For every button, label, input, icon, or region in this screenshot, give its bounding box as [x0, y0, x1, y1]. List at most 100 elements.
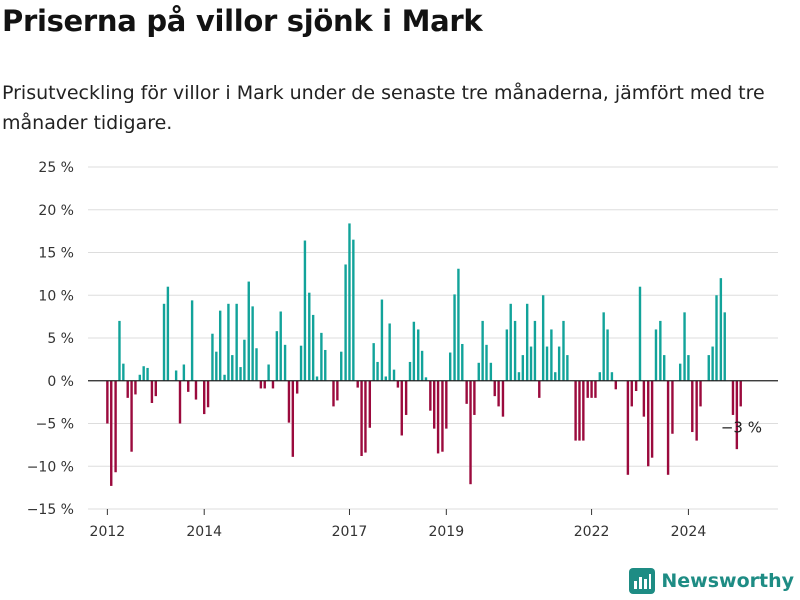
- bar: [392, 369, 396, 381]
- bar: [110, 380, 113, 486]
- x-tick-label: 2014: [186, 524, 222, 540]
- bar: [130, 380, 133, 452]
- bar: [348, 223, 351, 381]
- bar: [146, 367, 149, 381]
- bar: [557, 346, 561, 381]
- bar: [638, 286, 642, 381]
- bar: [283, 344, 287, 381]
- bar: [513, 320, 517, 381]
- bar: [388, 323, 391, 381]
- bar: [315, 376, 319, 381]
- x-tick-label: 2019: [428, 524, 464, 540]
- bar: [190, 300, 194, 381]
- bar: [453, 294, 456, 381]
- bar: [194, 380, 198, 400]
- bar: [666, 380, 670, 475]
- bar: [384, 376, 387, 381]
- bar: [134, 380, 137, 395]
- bar: [267, 364, 270, 381]
- bar: [707, 355, 710, 381]
- bar: [586, 380, 589, 398]
- bar: [626, 380, 630, 475]
- bar: [271, 380, 275, 389]
- bar: [138, 374, 142, 381]
- bar: [582, 380, 585, 441]
- bar: [699, 380, 702, 407]
- x-axis: 2012 2014 2017 2019 2022 2024: [90, 509, 706, 540]
- bar: [634, 380, 638, 392]
- bar: [412, 321, 416, 381]
- bar: [529, 346, 533, 381]
- bar: [303, 240, 307, 381]
- bar: [182, 364, 186, 381]
- bar: [574, 380, 577, 441]
- bar: [445, 380, 448, 429]
- bar: [255, 348, 258, 381]
- bar: [372, 343, 375, 381]
- bar: [203, 380, 206, 415]
- bar: [509, 303, 512, 381]
- bar: [663, 355, 666, 381]
- bar: [114, 380, 117, 473]
- bar: [106, 380, 109, 424]
- bar: [711, 346, 714, 381]
- bar: [239, 367, 242, 381]
- brand-logo: Newsworthy: [629, 568, 794, 594]
- bar: [550, 329, 553, 381]
- bar: [408, 361, 412, 381]
- bar: [376, 361, 379, 381]
- bar: [687, 355, 690, 381]
- bar: [211, 333, 214, 381]
- bar: [715, 295, 718, 381]
- y-tick-label: 20 %: [38, 203, 74, 219]
- bar: [275, 331, 279, 381]
- bar: [352, 239, 355, 381]
- bar: [247, 281, 250, 381]
- y-axis: 25 % 20 % 15 % 10 % 5 % 0 % −5 % −10 % −15 %: [27, 160, 74, 518]
- y-tick-label: −15 %: [27, 502, 74, 518]
- bar: [441, 380, 444, 452]
- bar: [650, 380, 654, 458]
- bar: [291, 380, 295, 457]
- bar: [166, 286, 170, 381]
- y-tick-label: −5 %: [36, 417, 74, 433]
- bar: [251, 306, 254, 381]
- y-tick-label: 25 %: [38, 160, 74, 176]
- brand-name: Newsworthy: [661, 570, 794, 592]
- bar: [501, 380, 505, 417]
- bar: [436, 380, 440, 454]
- bar: [154, 380, 157, 397]
- bar: [739, 380, 742, 407]
- bar: [187, 380, 190, 392]
- bar: [287, 380, 291, 423]
- bar: [545, 346, 549, 381]
- x-tick-label: 2022: [574, 524, 610, 540]
- bar: [477, 362, 480, 381]
- bar: [150, 380, 154, 403]
- bar: [541, 295, 545, 381]
- y-tick-label: 0 %: [47, 374, 74, 390]
- bar: [400, 380, 403, 436]
- bar: [368, 380, 372, 428]
- bar: [485, 344, 488, 381]
- chart-title: Priserna på villor sjönk i Mark: [2, 4, 483, 38]
- bar: [420, 350, 424, 381]
- bar: [223, 374, 226, 381]
- bar: [259, 380, 263, 389]
- bar: [578, 380, 581, 441]
- bar: [235, 303, 238, 381]
- bar: [678, 363, 682, 381]
- bar: [206, 380, 210, 408]
- x-tick-label: 2017: [332, 524, 368, 540]
- bar: [263, 380, 266, 389]
- bar: [308, 292, 311, 381]
- bar: [590, 380, 593, 398]
- bar: [396, 380, 400, 388]
- newsworthy-logo-icon: [629, 568, 656, 594]
- bar: [533, 320, 537, 381]
- bar: [642, 380, 646, 417]
- y-tick-label: 10 %: [38, 288, 74, 304]
- bar: [481, 320, 484, 381]
- bar: [602, 312, 605, 381]
- bar: [433, 380, 436, 429]
